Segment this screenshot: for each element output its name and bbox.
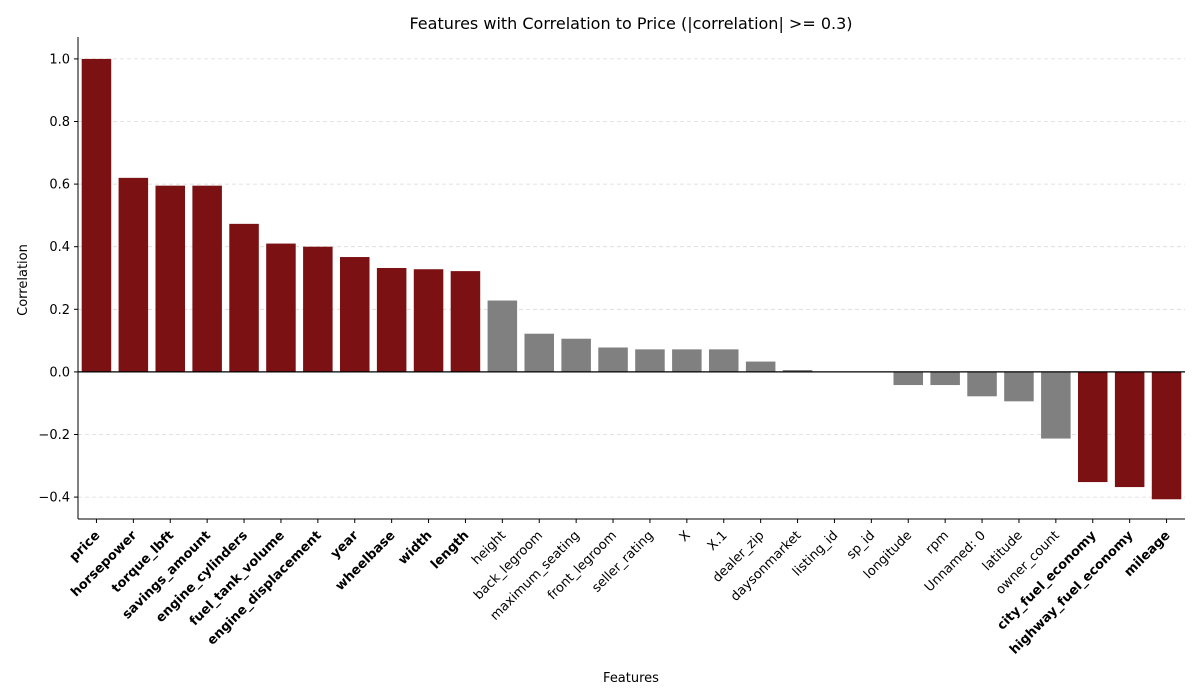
- bar-highway-fuel-economy: [1114, 371, 1145, 488]
- bar-torque-lbft: [155, 185, 186, 372]
- bar-dealer-zip: [745, 361, 776, 372]
- bar-engine-displacement: [303, 246, 333, 372]
- x-tick-label: sp_id: [844, 528, 878, 562]
- y-tick-label: 0.6: [49, 178, 70, 193]
- y-tick-label: −0.2: [38, 428, 70, 443]
- bar-owner-count: [1041, 371, 1071, 439]
- y-tick-label: 0.0: [49, 365, 70, 380]
- bar-longitude: [893, 371, 924, 386]
- x-ticks: pricehorsepowertorque_lbftsavings_amount…: [67, 519, 1174, 658]
- y-tick-label: 0.4: [49, 240, 70, 255]
- y-ticks: −0.4 −0.2 0.0 0.2 0.4 0.6 0.8 1.0: [38, 52, 78, 506]
- y-tick-label: 1.0: [49, 52, 70, 67]
- bar-latitude: [1004, 371, 1034, 402]
- bar-mileage: [1151, 371, 1182, 500]
- bar-unnamed-0: [967, 371, 997, 397]
- x-tick-label: X: [677, 528, 694, 545]
- bar-horsepower: [118, 177, 149, 372]
- y-tick-label: 0.2: [49, 303, 70, 318]
- y-tick-label: 0.8: [49, 115, 70, 130]
- bar-length: [450, 271, 481, 372]
- bars: [81, 58, 1182, 500]
- grid-lines: [78, 58, 1185, 498]
- x-tick-label: X.1: [705, 528, 731, 554]
- chart-title: Features with Correlation to Price (|cor…: [409, 14, 852, 33]
- axes: [77, 37, 1185, 520]
- x-tick-label: year: [328, 528, 362, 562]
- y-tick-label: −0.4: [38, 491, 70, 506]
- bar-width: [413, 269, 444, 372]
- x-tick-label: length: [428, 528, 472, 572]
- bar-engine-cylinders: [229, 223, 259, 372]
- bar-maximum-seating: [561, 338, 591, 372]
- bar-city-fuel-economy: [1077, 371, 1108, 483]
- bar-height: [487, 300, 518, 372]
- x-tick-label: rpm: [923, 528, 952, 557]
- bar-price: [81, 58, 112, 372]
- bar-seller-rating: [635, 349, 665, 372]
- bar-daysonmarket: [782, 370, 813, 372]
- bar-year: [339, 257, 370, 372]
- y-axis-title: Correlation: [16, 244, 31, 316]
- bar-savings-amount: [192, 185, 222, 372]
- bar-fuel-tank-volume: [266, 243, 296, 372]
- bar-front-legroom: [598, 347, 628, 372]
- bar-back-legroom: [524, 333, 555, 372]
- x-axis-title: Features: [603, 671, 659, 686]
- bar-rpm: [930, 371, 960, 386]
- bar-wheelbase: [376, 267, 407, 372]
- bar-x-1: [708, 349, 739, 372]
- bar-x: [672, 349, 702, 372]
